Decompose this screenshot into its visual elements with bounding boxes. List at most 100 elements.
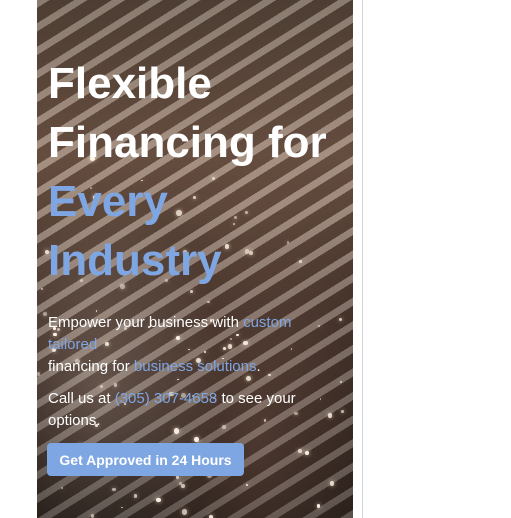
spark-dot	[141, 179, 144, 182]
spark-dot	[229, 338, 232, 341]
call-text-3: options.	[48, 412, 101, 429]
spark-dot	[234, 216, 238, 220]
spark-dot	[327, 413, 333, 418]
headline-line-2: Financing for	[48, 118, 327, 167]
spark-dot	[195, 358, 201, 364]
subtitle-text-1: Empower your business with	[48, 314, 244, 331]
spark-dot	[190, 289, 194, 293]
spark-dot	[95, 424, 98, 427]
spark-dot	[52, 347, 57, 353]
spark-dot	[44, 249, 50, 254]
spark-dot	[340, 410, 344, 413]
spark-dot	[294, 411, 299, 416]
spark-dot	[244, 210, 249, 215]
spark-dot	[286, 241, 289, 244]
spark-dot	[212, 397, 215, 400]
spark-dot	[104, 341, 110, 346]
call-text-2: to see your	[217, 390, 296, 407]
headline-line-1: Flexible	[48, 59, 212, 108]
subtitle-text-2: financing for	[48, 358, 134, 375]
spark-dot	[120, 284, 125, 289]
spark-dot	[203, 351, 206, 353]
hero-overlay	[37, 0, 353, 518]
hero-content: Flexible Financing for Every Industry Em…	[48, 54, 348, 432]
spark-dot	[227, 344, 233, 349]
custom-link[interactable]: custom	[243, 314, 292, 331]
spark-dot	[175, 335, 180, 340]
spark-dot	[223, 347, 226, 351]
headline-accent-2: Industry	[48, 236, 222, 285]
phone-link[interactable]: (305) 307-4658	[114, 390, 218, 407]
spark-dot	[173, 428, 179, 434]
spark-dot	[299, 260, 303, 263]
spark-dot	[305, 451, 309, 455]
spark-dot	[193, 196, 196, 200]
spark-dot	[92, 195, 98, 201]
spark-dot	[43, 312, 48, 316]
tailored-link[interactable]: tailored	[48, 336, 98, 353]
spark-dot	[181, 393, 187, 399]
spark-dot	[249, 251, 254, 255]
get-approved-button[interactable]: Get Approved in 24 Hours	[47, 443, 244, 476]
spark-dot	[298, 448, 302, 453]
spark-dot	[245, 483, 249, 487]
spark-dot	[89, 156, 95, 162]
spark-dot	[113, 383, 118, 388]
spark-dot	[243, 340, 248, 346]
spark-dot	[95, 309, 98, 312]
spark-dot	[290, 347, 293, 350]
spark-dot	[222, 357, 224, 360]
spark-dot	[53, 327, 56, 330]
spark-dot	[212, 177, 216, 180]
spark-dot	[53, 333, 57, 337]
spark-dot	[57, 328, 60, 331]
spark-dot	[112, 487, 116, 491]
spark-dot	[100, 385, 103, 388]
spark-dot	[236, 333, 239, 337]
hero-background-image	[37, 0, 353, 518]
subtitle-text-3: .	[256, 358, 261, 375]
spark-dot	[317, 324, 321, 327]
spark-dot	[183, 250, 187, 254]
business-solutions-link[interactable]: business solutions	[133, 358, 257, 375]
spark-dot	[75, 358, 81, 364]
call-text-1: Call us at	[48, 390, 115, 407]
spark-dot	[181, 484, 186, 489]
spark-dot	[124, 402, 127, 405]
spark-dot	[225, 244, 230, 249]
spark-dot	[188, 348, 190, 351]
spark-dot	[90, 514, 95, 518]
spark-dot	[179, 482, 183, 486]
page-divider	[362, 0, 363, 518]
hero-subtitle: Empower your business with custom tailore…	[48, 312, 348, 378]
spark-dot	[338, 317, 343, 321]
spark-dot	[329, 481, 335, 486]
spark-dot	[206, 300, 210, 304]
spark-dot	[268, 374, 271, 377]
spark-dot	[121, 506, 123, 509]
spark-dot	[209, 515, 214, 518]
spark-dot	[232, 223, 235, 225]
spark-dot	[191, 395, 194, 398]
hero-section	[37, 0, 353, 518]
spark-dot	[340, 381, 342, 383]
call-text: Call us at (305) 307-4658 to see your opt…	[48, 388, 348, 432]
spark-dot	[90, 186, 93, 189]
spark-dot	[37, 372, 41, 376]
spark-dot	[79, 279, 84, 283]
spark-dot	[263, 419, 267, 422]
spark-dot	[194, 437, 199, 443]
spark-dot	[317, 504, 321, 508]
spark-dot	[61, 486, 64, 489]
spark-dot	[156, 497, 161, 503]
spark-dot	[41, 287, 44, 290]
spark-dot	[177, 378, 179, 381]
spark-dot	[245, 249, 250, 254]
spark-dot	[176, 210, 182, 216]
spark-dot	[222, 425, 226, 429]
spark-dot	[181, 509, 187, 515]
spark-dot	[209, 319, 212, 322]
spark-dot	[164, 278, 168, 282]
spark-dot	[169, 392, 174, 397]
hero-headline: Flexible Financing for Every Industry	[48, 54, 348, 290]
